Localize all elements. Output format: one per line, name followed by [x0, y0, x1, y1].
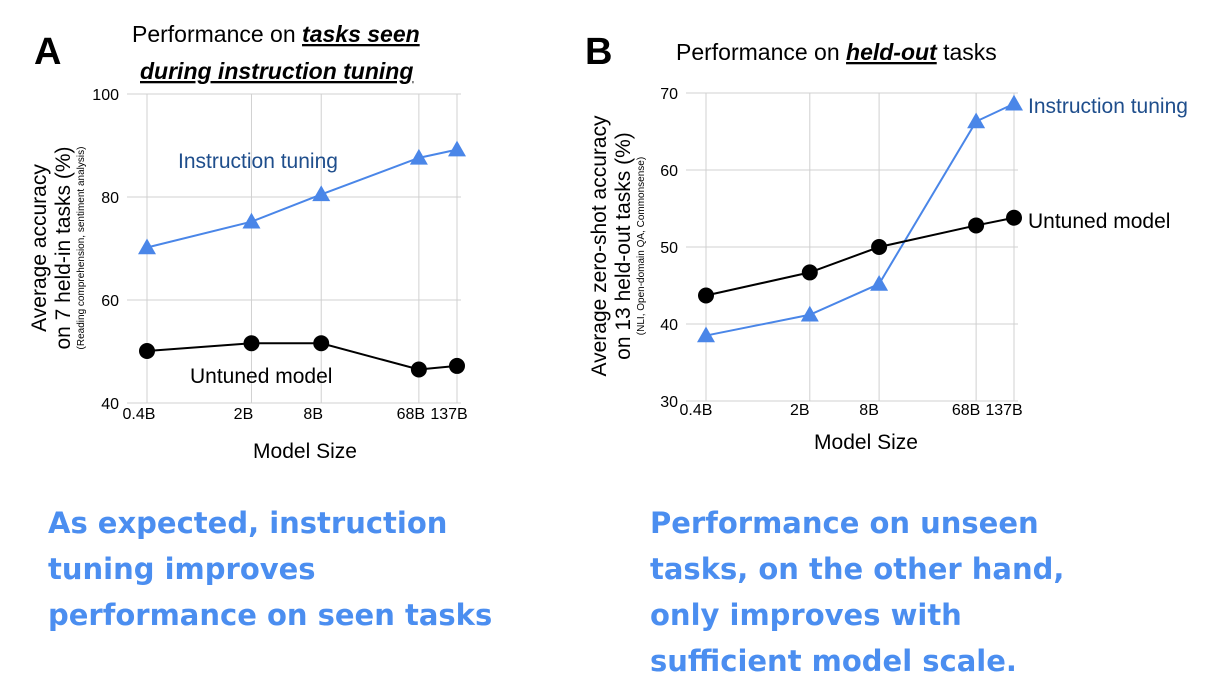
chart-b-x-tick-label: 2B — [790, 402, 810, 419]
chart-b-untuned-label: Untuned model — [1028, 210, 1170, 233]
chart-a-title-emph1: tasks seen — [302, 21, 420, 47]
chart-a-y-tick-label: 100 — [92, 87, 119, 104]
chart-a-instruction-tuning-point — [242, 212, 261, 229]
chart-b-x-ticks: 0.4B 2B 8B 68B 137B — [680, 402, 1023, 419]
chart-b-x-axis-title: Model Size — [814, 431, 918, 454]
chart-a-x-tick-label: 68B — [397, 406, 425, 423]
chart-b-y-tick-label: 50 — [660, 240, 678, 257]
chart-b-ylabel-line1: Average zero-shot accuracy — [588, 115, 611, 377]
caption-b-line: tasks, on the other hand, — [650, 552, 1065, 586]
chart-a-y-tick-label: 80 — [101, 190, 119, 207]
caption-a-line: tuning improves — [48, 552, 316, 586]
chart-b-title-emph: held-out — [846, 39, 938, 65]
chart-b-ylabel-sub: (NLI, Open-domain QA, Commonsense) — [636, 157, 647, 335]
caption-b-line: sufficient model scale. — [650, 644, 1017, 678]
chart-b-x-tick-label: 68B — [952, 402, 980, 419]
chart-b-untuned-point — [968, 217, 985, 234]
chart-a-untuned-point — [243, 335, 260, 352]
chart-b-untuned-point — [1006, 209, 1022, 226]
chart-a-svg: A Performance on tasks seen during instr… — [28, 21, 468, 463]
chart-a-instruction-tuning-point — [312, 185, 331, 202]
chart-a-title-prefix: Performance on — [132, 21, 302, 47]
chart-b-y-tick-label: 30 — [660, 394, 678, 411]
caption-b-line: Performance on unseen — [650, 506, 1039, 540]
chart-a-instruction-tuning-point — [409, 148, 428, 165]
caption-a: As expected, instruction tuning improves… — [48, 500, 518, 638]
chart-b-y-tick-label: 60 — [660, 163, 678, 180]
chart-a-x-ticks: 0.4B 2B 8B 68B 137B — [123, 406, 468, 423]
chart-b-y-axis-title: Average zero-shot accuracy on 13 held-ou… — [588, 115, 647, 377]
caption-a-line: As expected, instruction — [48, 506, 448, 540]
chart-a-instruction-tuning-point — [448, 140, 466, 157]
chart-a-instruction-tuning-point — [138, 238, 156, 255]
panel-letter-b: B — [585, 31, 612, 73]
chart-b-instruction-tuning-line — [705, 102, 1015, 337]
chart-a-grid — [127, 93, 461, 404]
chart-b-untuned-line — [705, 216, 1015, 297]
chart-a-x-tick-label: 8B — [303, 406, 323, 423]
chart-b-instruction-tuning-label: Instruction tuning — [1028, 95, 1188, 118]
chart-a-untuned-point — [139, 342, 155, 359]
chart-b-grid — [686, 92, 1018, 402]
chart-a-x-axis-title: Model Size — [253, 440, 357, 463]
chart-b-instruction-tuning-point — [967, 112, 986, 129]
chart-a-untuned-point — [313, 335, 330, 352]
chart-b-series — [697, 94, 1023, 343]
chart-a-x-tick-label: 137B — [430, 406, 467, 423]
chart-b-title: Performance on held-out tasks — [676, 39, 997, 65]
chart-a-x-tick-label: 2B — [234, 406, 254, 423]
chart-a-untuned-label: Untuned model — [190, 365, 332, 388]
chart-b-untuned-point — [871, 239, 888, 255]
chart-b-x-tick-label: 137B — [985, 402, 1022, 419]
panel-letter-a: A — [34, 31, 61, 73]
chart-b-title-prefix: Performance on — [676, 39, 846, 65]
chart-a-title-line2: during instruction tuning — [140, 58, 413, 84]
chart-b-y-ticks: 30 40 50 60 70 — [660, 86, 678, 411]
caption-b: Performance on unseen tasks, on the othe… — [650, 500, 1090, 684]
chart-b-y-tick-label: 70 — [660, 86, 678, 103]
chart-b-instruction-tuning-point — [1005, 94, 1023, 111]
chart-b-untuned-point — [698, 287, 714, 304]
chart-a-untuned-point — [449, 357, 465, 374]
chart-b-x-tick-label: 0.4B — [680, 402, 713, 419]
chart-a-x-tick-label: 0.4B — [123, 406, 156, 423]
chart-b-x-tick-label: 8B — [859, 402, 879, 419]
chart-b-svg: B Performance on held-out tasks 30 40 50 60… — [585, 31, 1188, 454]
chart-a-ylabel-sub: (Reading comprehension, sentiment analys… — [76, 147, 87, 350]
chart-a-y-axis-title: Average accuracy on 7 held-in tasks (%) … — [28, 146, 87, 349]
chart-a-y-tick-label: 60 — [101, 293, 119, 310]
chart-b-ylabel-line2: on 13 held-out tasks (%) — [612, 132, 635, 360]
chart-a-y-ticks: 40 60 80 100 — [92, 87, 119, 413]
caption-a-line: performance on seen tasks — [48, 598, 493, 632]
chart-a-ylabel-line2: on 7 held-in tasks (%) — [52, 146, 75, 349]
chart-a-instruction-tuning-label: Instruction tuning — [178, 150, 338, 173]
chart-panel-b: B Performance on held-out tasks 30 40 50 60… — [580, 0, 1230, 480]
chart-b-title-suffix: tasks — [937, 39, 997, 65]
chart-b-y-tick-label: 40 — [660, 317, 678, 334]
chart-b-instruction-tuning-point — [870, 274, 889, 291]
chart-a-title-line1: Performance on tasks seen — [132, 21, 420, 47]
chart-b-instruction-tuning-point — [697, 326, 715, 343]
chart-b-untuned-point — [801, 264, 818, 281]
chart-a-series — [138, 140, 466, 378]
chart-b-instruction-tuning-point — [800, 305, 819, 322]
chart-a-ylabel-line1: Average accuracy — [28, 164, 51, 332]
chart-panel-a: A Performance on tasks seen during instr… — [0, 0, 600, 480]
chart-a-y-tick-label: 40 — [101, 396, 119, 413]
chart-a-untuned-point — [410, 361, 427, 378]
caption-b-line: only improves with — [650, 598, 962, 632]
